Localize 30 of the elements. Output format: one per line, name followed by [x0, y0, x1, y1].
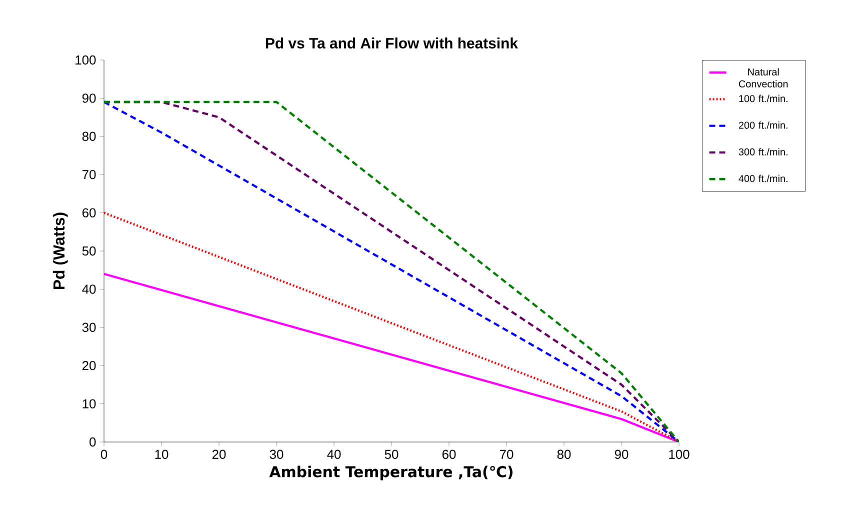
y-tick-label: 80	[82, 132, 96, 141]
y-tick-label: 10	[82, 399, 96, 408]
y-tick-label: 0	[90, 437, 96, 447]
legend-label: 300 ft./min.	[738, 148, 788, 156]
legend-label: Natural Convection	[738, 68, 788, 88]
y-tick-label: 60	[82, 208, 96, 218]
y-axis-title: Pd (Watts)	[52, 212, 68, 290]
x-axis-title: Ambient Temperature ,Ta(℃)	[269, 466, 512, 480]
legend-label: 100 ft./min.	[739, 94, 788, 102]
legend-label: 400 ft./min.	[738, 174, 788, 182]
x-tick-label: 60	[442, 450, 456, 459]
y-tick-label: 70	[82, 170, 96, 180]
x-tick-label: 10	[155, 450, 168, 459]
x-tick-label: 0	[100, 450, 108, 459]
y-tick-label: 30	[82, 322, 96, 332]
x-tick-label: 40	[327, 450, 341, 459]
legend-label: 200 ft./min.	[738, 121, 788, 129]
x-tick-label: 50	[384, 450, 398, 459]
y-tick-label: 100	[76, 55, 96, 65]
y-tick-label: 40	[82, 284, 96, 294]
x-tick-label: 30	[270, 450, 284, 459]
x-tick-label: 70	[500, 450, 514, 459]
y-tick-label: 50	[82, 246, 96, 256]
y-tick-label: 90	[82, 94, 96, 103]
x-tick-label: 80	[557, 450, 571, 459]
x-tick-label: 20	[212, 450, 226, 459]
x-tick-label: 100	[669, 450, 690, 459]
chart-title: Pd vs Ta and Air Flow with heatsink	[266, 38, 518, 48]
y-tick-label: 20	[82, 361, 96, 370]
x-tick-label: 90	[614, 450, 628, 459]
